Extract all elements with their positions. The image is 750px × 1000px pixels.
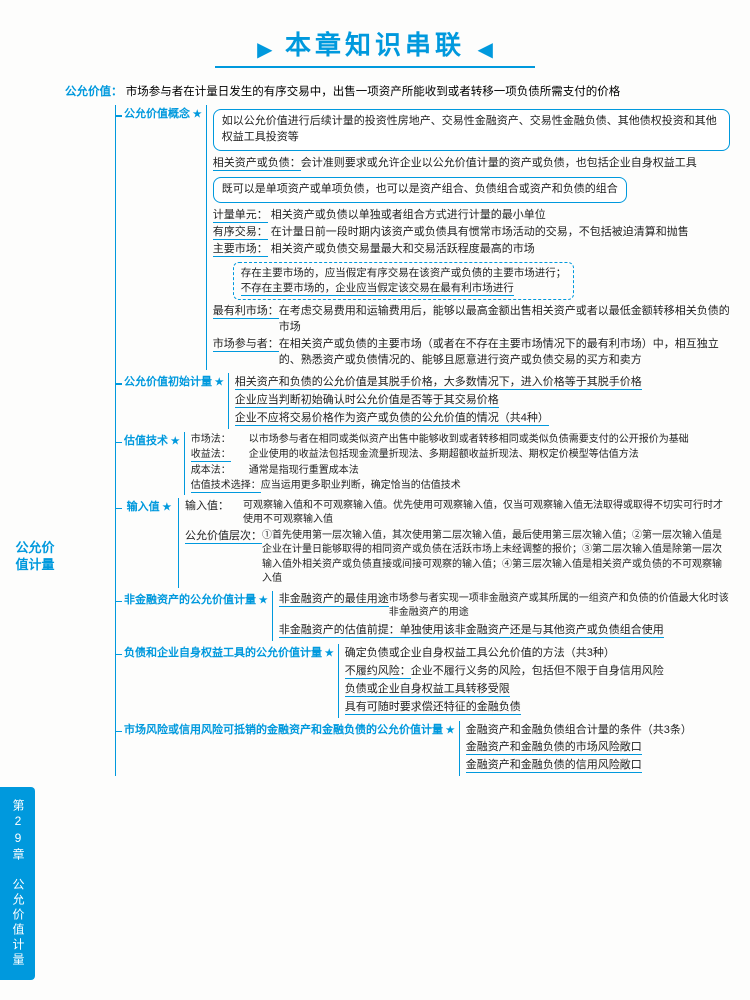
input-val-label: 输入值： <box>185 499 243 515</box>
liab-line-4: 具有可随时要求偿还特征的金融负债 <box>345 700 730 716</box>
node-liability: 负债和企业自身权益工具的公允价值计量 <box>124 644 334 662</box>
main-market-label: 主要市场： <box>213 242 271 258</box>
bestuse-label: 非金融资产的最佳用途 <box>279 592 389 608</box>
concept-box-1: 如以公允价值进行后续计量的投资性房地产、交易性金融资产、交易性金融负债、其他债权… <box>213 109 730 151</box>
knowledge-tree: 公允价值概念 如以公允价值进行后续计量的投资性房地产、交易性金融资产、交易性金融… <box>115 105 730 776</box>
intro-text: 市场参与者在计量日发生的有序交易中，出售一项资产所能收到或者转移一项负债所需支付… <box>126 86 621 98</box>
level-label: 公允价值层次： <box>185 529 262 545</box>
cost-method-text: 通常是指现行重置成本法 <box>249 464 730 479</box>
nonperform-text: 企业不履行义务的风险，包括但不限于自身信用风险 <box>411 664 730 680</box>
participant-text: 在相关资产或负债的主要市场（或者在不存在主要市场情况下的最有利市场）中，相互独立… <box>279 337 730 369</box>
chapter-tab: 第29章 公允价值计量 <box>0 787 35 980</box>
intro-label: 公允价值： <box>65 86 123 98</box>
liab-line-3: 负债或企业自身权益工具转移受限 <box>345 682 730 698</box>
market-method-label: 市场法： <box>191 433 249 448</box>
input-val-text: 可观察输入值和不可观察输入值。优先使用可观察输入值，仅当可观察输入值无法取得或取… <box>243 499 730 528</box>
unit-text: 相关资产或负债以单独或者组合方式进行计量的最小单位 <box>271 208 730 224</box>
initial-line-2: 企业应当判断初始确认时公允价值是否等于其交易价格 <box>235 393 730 409</box>
node-initial: 公允价值初始计量 <box>124 373 224 391</box>
arrow-left-icon: ▶ <box>257 37 272 62</box>
title-underline <box>215 66 535 68</box>
root-node: 公允价值计量 <box>15 540 55 574</box>
bestuse-text: 市场参与者实现一项非金融资产或其所属的一组资产和负债的价值最大化时该非金融资产的… <box>389 592 730 621</box>
nonfin-prereq: 非金融资产的估值前提：单独使用该非金融资产还是与其他资产或负债组合使用 <box>279 623 730 639</box>
best-market-label: 最有利市场： <box>213 304 279 320</box>
node-valuation: 估值技术 <box>124 432 180 450</box>
income-method-text: 企业使用的收益法包括现金流量折现法、多期超额收益折现法、期权定价模型等估值方法 <box>249 448 730 463</box>
main-market-text: 相关资产或负债交易量最大和交易活跃程度最高的市场 <box>271 242 730 258</box>
orderly-text: 在计量日前一段时期内该资产或负债具有惯常市场活动的交易，不包括被迫清算和抛售 <box>271 225 730 241</box>
select-text: 应当运用更多职业判断，确定恰当的估值技术 <box>261 479 730 494</box>
related-asset-label: 相关资产或负债： <box>213 156 301 172</box>
intro-definition: 公允价值： 市场参与者在计量日发生的有序交易中，出售一项资产所能收到或者转移一项… <box>65 83 750 99</box>
node-offset: 市场风险或信用风险可抵销的金融资产和金融负债的公允价值计量 <box>124 721 455 739</box>
unit-label: 计量单元： <box>213 208 271 224</box>
title-banner: ▶ 本章知识串联 ◀ <box>0 0 750 83</box>
level-text: ①首先使用第一层次输入值，其次使用第二层次输入值，最后使用第三层次输入值；②第一… <box>262 529 730 587</box>
offset-line-1: 金融资产和金融负债组合计量的条件（共3条） <box>466 723 730 739</box>
select-label: 估值技术选择： <box>191 479 261 494</box>
dashed-note: 存在主要市场的，应当假定有序交易在该资产或负债的主要市场进行； 不存在主要市场的… <box>233 262 575 300</box>
arrow-right-icon: ◀ <box>477 37 492 62</box>
concept-box-2: 既可以是单项资产或单项负债，也可以是资产组合、负债组合或资产和负债的组合 <box>213 177 627 203</box>
income-method-label: 收益法： <box>191 448 249 463</box>
page-title: 本章知识串联 <box>285 25 465 62</box>
market-method-text: 以市场参与者在相同或类似资产出售中能够收到或者转移相同或类似负债需要支付的公开报… <box>249 433 730 448</box>
node-nonfinancial: 非金融资产的公允价值计量 <box>124 591 268 609</box>
orderly-label: 有序交易： <box>213 225 271 241</box>
dashed-line-1: 存在主要市场的，应当假定有序交易在该资产或负债的主要市场进行； <box>241 266 567 281</box>
related-asset-text: 会计准则要求或允许企业以公允价值计量的资产或负债，也包括企业自身权益工具 <box>301 156 730 172</box>
cost-method-label: 成本法： <box>191 464 249 479</box>
dashed-line-2: 不存在主要市场的，企业应当假定该交易在最有利市场进行 <box>241 281 567 296</box>
liab-line-1: 确定负债或企业自身权益工具公允价值的方法（共3种） <box>345 646 730 662</box>
participant-label: 市场参与者： <box>213 337 279 353</box>
initial-line-1: 相关资产和负债的公允价值是其脱手价格，大多数情况下，进入价格等于其脱手价格 <box>235 375 730 391</box>
offset-line-3: 金融资产和金融负债的信用风险敞口 <box>466 758 730 774</box>
node-input: 输入值 <box>124 498 174 516</box>
nonperform-label: 不履约风险： <box>345 664 411 680</box>
best-market-text: 在考虑交易费用和运输费用后，能够以最高金额出售相关资产或者以最低金额转移相关负债… <box>279 304 730 336</box>
initial-line-3: 企业不应将交易价格作为资产或负债的公允价值的情况（共4种） <box>235 411 730 427</box>
offset-line-2: 金融资产和金融负债的市场风险敞口 <box>466 740 730 756</box>
node-concept: 公允价值概念 <box>124 105 202 123</box>
